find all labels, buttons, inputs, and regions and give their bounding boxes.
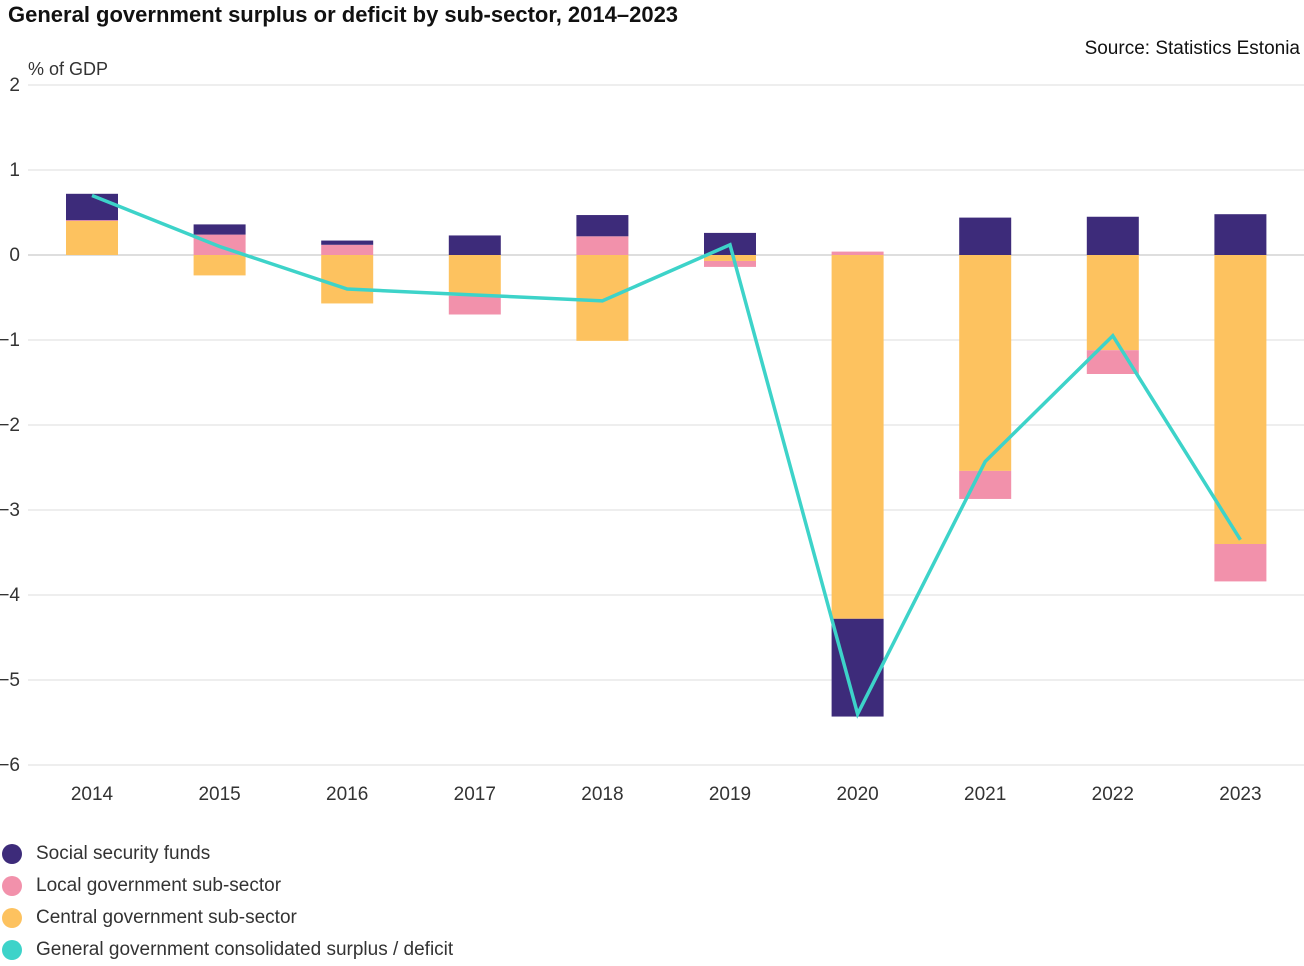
- bar-central-government-sub-sector-2020: [831, 255, 884, 619]
- legend-item: Central government sub-sector: [2, 902, 453, 934]
- bar-central-government-sub-sector-2019: [704, 255, 756, 261]
- x-tick-label: 2014: [71, 784, 114, 805]
- bar-central-government-sub-sector-2021: [959, 255, 1012, 471]
- x-tick-label: 2021: [964, 784, 1006, 805]
- legend-label: Central government sub-sector: [36, 907, 297, 928]
- bar-local-government-sub-sector-2016: [321, 244, 374, 255]
- bar-local-government-sub-sector-2014: [66, 220, 118, 221]
- x-tick-label: 2022: [1092, 784, 1134, 805]
- y-tick-label: −4: [0, 585, 20, 606]
- legend-label: Local government sub-sector: [36, 875, 282, 896]
- legend-swatch: [2, 908, 22, 928]
- y-tick-label: −1: [0, 330, 20, 351]
- axis-ticks: −6 −5 −4 −3 −2 −1 0 1 2 2014 2015 2016 2017 2018 2019 2…: [0, 75, 1262, 805]
- bar-local-government-sub-sector-2023: [1214, 544, 1267, 582]
- bar-social-security-funds-2020: [831, 618, 884, 717]
- x-tick-label: 2020: [836, 784, 878, 805]
- chart-source: Source: Statistics Estonia: [1084, 38, 1300, 59]
- bar-social-security-funds-2022: [1086, 216, 1139, 255]
- line-consolidated-surplus-deficit: [91, 193, 1242, 719]
- gridlines: [28, 84, 1304, 766]
- legend-item: Local government sub-sector: [2, 870, 453, 902]
- bars: [66, 193, 1267, 717]
- legend-swatch: [2, 876, 22, 896]
- legend-label: Social security funds: [36, 843, 211, 864]
- y-tick-label: 1: [9, 160, 20, 181]
- y-tick-label: 2: [9, 75, 20, 96]
- y-tick-label: −6: [0, 755, 20, 776]
- bar-central-government-sub-sector-2023: [1214, 255, 1267, 544]
- legend: Social security funds Local government su…: [2, 838, 453, 966]
- bar-social-security-funds-2014: [66, 193, 118, 221]
- legend-label: General government consolidated surplus …: [36, 939, 454, 960]
- x-tick-label: 2017: [454, 784, 496, 805]
- legend-item: Social security funds: [2, 838, 453, 870]
- bar-local-government-sub-sector-2017: [448, 295, 501, 315]
- legend-swatch: [2, 940, 22, 960]
- x-tick-label: 2018: [581, 784, 623, 805]
- bar-local-government-sub-sector-2019: [704, 260, 756, 267]
- bar-social-security-funds-2023: [1214, 214, 1267, 255]
- bar-central-government-sub-sector-2017: [448, 255, 501, 296]
- bar-social-security-funds-2018: [576, 215, 629, 237]
- bar-social-security-funds-2017: [448, 235, 501, 255]
- y-tick-label: −5: [0, 670, 20, 691]
- bar-local-government-sub-sector-2020: [831, 251, 884, 255]
- y-tick-label: 0: [9, 245, 20, 266]
- chart-plot: % of GDP −6 −5 −4 −3 −2 −1 0 1 2 2014 2015 2016 2017…: [0, 59, 1304, 805]
- legend-item: General government consolidated surplus …: [2, 934, 453, 966]
- line-series: [91, 193, 1242, 719]
- x-tick-label: 2015: [198, 784, 240, 805]
- x-tick-label: 2016: [326, 784, 368, 805]
- x-tick-label: 2019: [709, 784, 751, 805]
- y-tick-label: −3: [0, 500, 20, 521]
- chart-title: General government surplus or deficit by…: [8, 2, 679, 27]
- x-tick-label: 2023: [1219, 784, 1261, 805]
- y-axis-label: % of GDP: [28, 59, 108, 79]
- bar-local-government-sub-sector-2018: [576, 236, 629, 255]
- bar-social-security-funds-2015: [193, 224, 246, 235]
- y-tick-label: −2: [0, 415, 20, 436]
- bar-central-government-sub-sector-2014: [66, 221, 118, 255]
- bar-central-government-sub-sector-2015: [193, 255, 246, 276]
- bar-central-government-sub-sector-2016: [321, 255, 374, 304]
- legend-swatch: [2, 844, 22, 864]
- bar-social-security-funds-2021: [959, 217, 1012, 255]
- bar-central-government-sub-sector-2018: [576, 255, 629, 341]
- bar-social-security-funds-2016: [321, 240, 374, 245]
